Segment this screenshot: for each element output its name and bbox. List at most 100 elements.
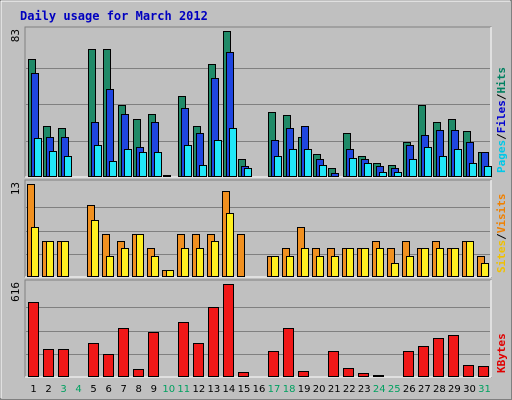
bar-kbytes-day-1 [28,302,39,377]
x-axis: 1 2 3 4 5 6 7 8 9 10 11 12 13 14 15 16 17 18 19 20 21 22 23 24 2… [30,384,491,395]
x-tick-label: 8 [136,384,142,395]
x-tick-label: 28 [433,384,446,395]
bar-kbytes-day-31 [478,366,489,377]
bar-kbytes-day-14 [223,284,234,377]
bar-files-day-21 [331,173,339,177]
bar-pages-day-31 [484,166,492,177]
x-tick-label: 13 [208,384,221,395]
bar-kbytes-day-13 [208,307,219,377]
legend-separator: / [495,93,508,100]
bar-kbytes-day-18 [283,328,294,377]
bar-sites-day-19 [301,248,309,277]
x-tick-label: 30 [463,384,476,395]
x-tick-label: 2 [45,384,51,395]
x-tick-label: 24 [373,384,386,395]
panel-legend: Sites/Visits [495,194,508,274]
x-tick-label: 20 [313,384,326,395]
bar-sites-day-5 [91,220,99,277]
legend-item: Sites [495,240,508,273]
bar-sites-day-20 [316,256,324,277]
bar-pages-day-26 [409,159,417,177]
bar-kbytes-day-28 [433,338,444,377]
bar-kbytes-day-17 [268,351,279,377]
bar-pages-day-17 [274,156,282,177]
bar-pages-day-25 [394,172,402,177]
bar-sites-day-14 [226,213,234,277]
bar-sites-day-17 [271,256,279,277]
bar-sites-day-30 [466,241,474,277]
bar-kbytes-day-15 [238,372,249,377]
legend-item: Pages [495,140,508,173]
bar-pages-day-29 [454,149,462,177]
x-tick-label: 19 [298,384,311,395]
x-tick-label: 16 [253,384,266,395]
bar-kbytes-day-5 [88,343,99,377]
legend-item: Files [495,100,508,133]
bar-pages-day-7 [124,149,132,177]
x-tick-label: 22 [343,384,356,395]
bar-sites-day-21 [331,256,339,277]
bar-kbytes-day-9 [148,332,159,377]
bar-pages-day-15 [244,168,252,177]
bar-kbytes-day-27 [418,346,429,377]
bar-sites-day-13 [211,241,219,277]
bar-sites-day-10 [166,270,174,277]
bar-pages-day-28 [439,156,447,177]
x-tick-label: 11 [177,384,190,395]
bar-kbytes-day-11 [178,322,189,377]
bar-kbytes-day-26 [403,351,414,377]
bar-kbytes-day-6 [103,354,114,377]
bar-sites-day-12 [196,248,204,277]
bar-sites-day-26 [406,256,414,277]
bar-kbytes-day-22 [343,368,354,377]
bar-sites-day-6 [106,256,114,277]
y-max-label: 616 [9,282,22,302]
bar-sites-day-8 [136,234,144,277]
bar-pages-day-1 [34,138,42,177]
bar-kbytes-day-7 [118,328,129,377]
bar-pages-day-3 [64,156,72,177]
x-tick-label: 26 [403,384,416,395]
bar-sites-day-31 [481,263,489,277]
bar-sites-day-9 [151,256,159,277]
x-tick-label: 31 [478,384,491,395]
bar-pages-day-18 [289,149,297,177]
x-tick-label: 17 [268,384,281,395]
legend-item: Visits [495,194,508,234]
x-tick-label: 21 [328,384,341,395]
bar-pages-day-19 [304,149,312,177]
bar-pages-day-20 [319,165,327,177]
bar-kbytes-day-24 [373,375,384,377]
bar-pages-day-27 [424,147,432,177]
x-tick-label: 3 [60,384,66,395]
x-tick-label: 1 [30,384,36,395]
bar-pages-day-5 [94,145,102,177]
x-tick-label: 12 [193,384,206,395]
legend-separator: / [495,133,508,140]
panel-3: 616 KBytes [9,279,508,378]
x-tick-label: 10 [162,384,175,395]
bar-sites-day-11 [181,248,189,277]
bar-pages-day-6 [109,161,117,177]
panel-legend: KBytes [495,333,508,373]
bar-pages-day-14 [229,128,237,177]
bar-sites-day-23 [361,248,369,277]
bar-sites-day-22 [346,248,354,277]
bar-pages-day-11 [184,145,192,177]
x-tick-label: 15 [238,384,251,395]
chart-panels: 83Pages/Files/Hits13Sites/Visits616KByte… [9,26,508,378]
x-tick-label: 18 [283,384,296,395]
bar-kbytes-day-21 [328,351,339,377]
bar-pages-day-13 [214,140,222,177]
bar-sites-day-18 [286,256,294,277]
bar-sites-day-1 [31,227,39,277]
bar-kbytes-day-19 [298,371,309,377]
bar-sites-day-27 [421,248,429,277]
y-max-label: 13 [9,182,22,195]
bar-visits-day-15 [237,234,245,277]
x-tick-label: 6 [106,384,112,395]
x-tick-label: 9 [151,384,157,395]
bar-kbytes-day-30 [463,365,474,377]
